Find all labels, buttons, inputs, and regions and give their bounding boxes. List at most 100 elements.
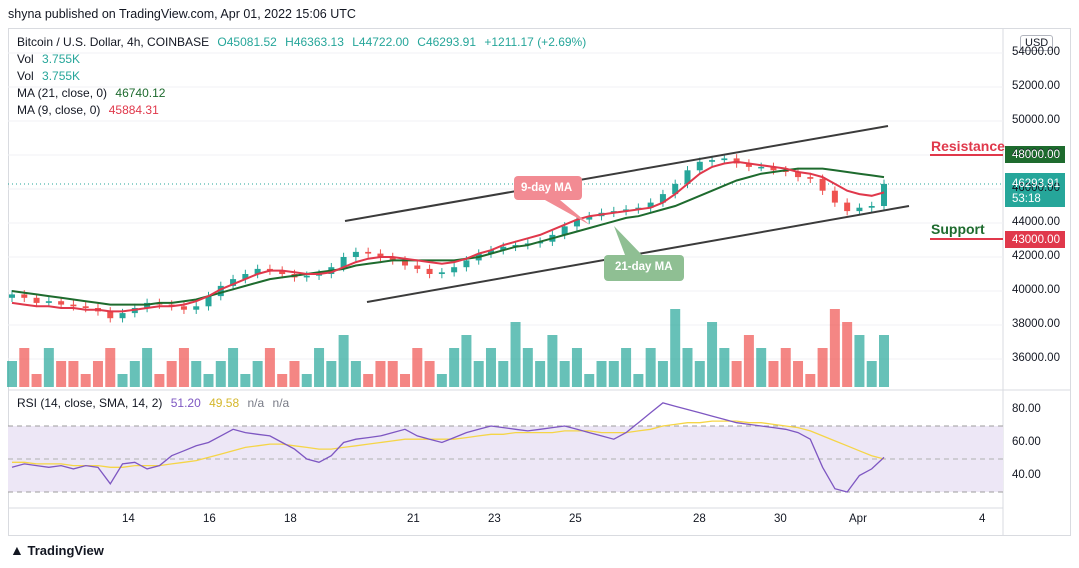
vol-label[interactable]: Vol — [17, 69, 34, 83]
ohlc-high: H46363.13 — [285, 35, 344, 49]
candle-body — [389, 257, 396, 261]
volume-bar — [547, 335, 558, 387]
time-tick-label: 18 — [284, 513, 297, 525]
volume-bar — [264, 348, 275, 387]
channel-upper-line — [344, 125, 889, 222]
candle-body — [684, 170, 691, 184]
candle-body — [205, 296, 212, 307]
rsi-value: 51.20 — [170, 396, 201, 410]
volume-bar — [522, 348, 533, 387]
ohlc-open: O45081.52 — [217, 35, 277, 49]
rsi-label[interactable]: RSI (14, close, SMA, 14, 2) — [17, 396, 163, 410]
ma21-callout-text: 21-day MA — [615, 261, 673, 273]
volume-bar — [228, 348, 239, 387]
currency-badge[interactable]: USD — [1020, 35, 1054, 51]
candle-body — [696, 161, 703, 171]
ohlc-change: +1211.17 (+2.69%) — [484, 35, 587, 49]
candle-body — [402, 260, 409, 266]
volume-bar — [694, 361, 705, 387]
candle-body — [586, 216, 593, 220]
candle-body — [107, 311, 114, 319]
volume-bar — [301, 374, 312, 387]
volume-bar — [350, 361, 361, 387]
candle-body — [279, 270, 286, 274]
volume-bar — [191, 361, 202, 387]
candle-countdown: 53:18 — [1012, 193, 1041, 205]
ma9-legend: MA (9, close, 0) 45884.31 — [17, 103, 164, 117]
candle-body — [340, 257, 347, 268]
time-tick-label: 23 — [488, 513, 501, 525]
price-tick-label: 42000.00 — [1012, 250, 1060, 262]
volume-bar — [719, 348, 730, 387]
vol-label[interactable]: Vol — [17, 52, 34, 66]
candle-body — [82, 306, 89, 308]
candle-body — [180, 306, 187, 310]
candle-body — [758, 166, 765, 169]
volume-bar — [633, 374, 644, 387]
ma9-callout — [514, 176, 590, 225]
volume-bar — [314, 348, 325, 387]
vol-value: 3.755K — [42, 69, 81, 83]
candle-body — [414, 265, 421, 269]
current-price-tag-bg — [1005, 173, 1065, 207]
ma21-callout-box — [604, 255, 684, 281]
candle-body — [352, 251, 359, 257]
volume-bar — [817, 348, 828, 387]
volume-bar — [363, 374, 374, 387]
volume-bar — [80, 374, 91, 387]
rsi-na-2: n/a — [272, 396, 290, 410]
price-tick-label: 46000.00 — [1012, 182, 1060, 194]
rsi-na-1: n/a — [247, 396, 265, 410]
volume-bar — [780, 348, 791, 387]
volume-bar — [338, 335, 349, 387]
volume-bar — [707, 322, 718, 387]
candle-body — [647, 202, 654, 208]
time-tick-label: 30 — [774, 513, 787, 525]
candle-body — [193, 306, 200, 310]
candle-body — [856, 207, 863, 212]
candle-body — [844, 202, 851, 212]
candle-body — [487, 250, 494, 254]
candle-body — [721, 158, 728, 161]
volume-bar — [535, 361, 546, 387]
symbol-name[interactable]: Bitcoin / U.S. Dollar, 4h, COINBASE — [17, 35, 210, 49]
tradingview-logo[interactable]: ▲ TradingView — [10, 542, 104, 558]
candle-body — [770, 166, 777, 171]
candle-body — [230, 279, 237, 286]
tradingview-icon: ▲ — [10, 542, 24, 558]
volume-bar — [571, 348, 582, 387]
ma21-callout-pointer — [614, 226, 642, 255]
vol-value: 3.755K — [42, 52, 81, 66]
rsi-sma-value: 49.58 — [209, 396, 240, 410]
volume-bar — [154, 374, 165, 387]
volume-bar — [277, 374, 288, 387]
candle-body — [500, 246, 507, 251]
candle-body — [881, 183, 887, 206]
candle-body — [242, 274, 249, 280]
candle-body — [70, 304, 77, 307]
candle-body — [9, 294, 15, 298]
ma9-label[interactable]: MA (9, close, 0) — [17, 103, 101, 117]
candle-body — [745, 163, 752, 167]
candle-body — [426, 268, 433, 274]
candle-body — [807, 177, 814, 179]
ohlc-close: C46293.91 — [417, 35, 477, 49]
ma9-line — [11, 160, 885, 313]
volume-bar — [43, 348, 54, 387]
candle-body — [831, 190, 838, 203]
ma21-label[interactable]: MA (21, close, 0) — [17, 86, 108, 100]
candle-body — [119, 313, 126, 319]
vol-legend-1: Vol 3.755K — [17, 52, 85, 66]
candlesticks — [9, 154, 887, 323]
candle-body — [33, 297, 40, 303]
candle-body — [868, 206, 875, 208]
volume-bar — [92, 361, 103, 387]
price-gridlines — [8, 52, 1003, 360]
volume-bar — [7, 361, 17, 387]
ma9-callout-box — [514, 176, 582, 200]
candle-body — [45, 301, 52, 303]
current-price-tag: 46293.91 — [1012, 178, 1060, 190]
volume-bar — [215, 361, 226, 387]
volume-bar — [473, 361, 484, 387]
